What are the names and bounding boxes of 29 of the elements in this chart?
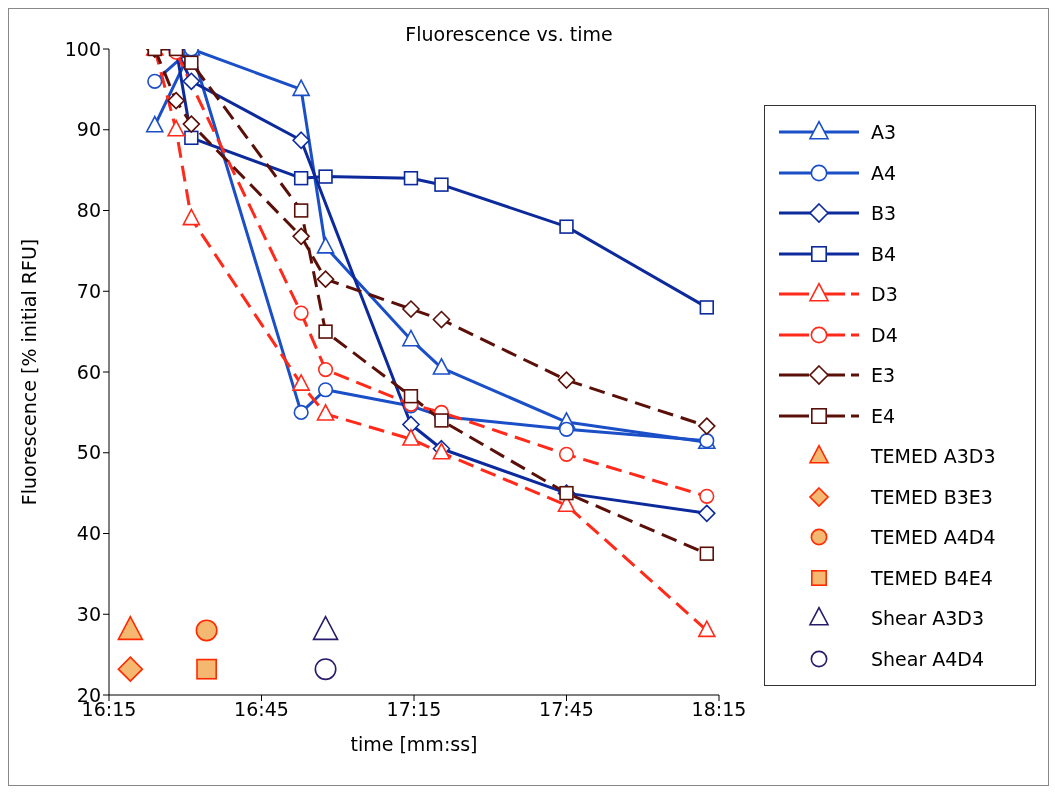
legend-label: B3 <box>871 202 897 225</box>
y-tick-label: 70 <box>76 279 101 302</box>
legend-label: TEMED A3D3 <box>871 445 996 468</box>
y-tick-label: 80 <box>76 199 101 222</box>
x-tick-label: 16:45 <box>234 698 289 721</box>
y-tick-label: 30 <box>76 602 101 625</box>
x-tick-label: 17:45 <box>539 698 594 721</box>
legend-label: TEMED B4E4 <box>871 566 993 589</box>
y-axis-title: Fluorescence [% initial RFU] <box>17 238 40 506</box>
y-tick-label: 50 <box>76 441 101 464</box>
legend-label: Shear A3D3 <box>871 607 985 630</box>
x-tick-label: 17:15 <box>386 698 442 721</box>
legend-label: TEMED A4D4 <box>871 526 996 549</box>
chart-title: Fluorescence vs. time <box>405 23 613 45</box>
x-tick-label: 18:15 <box>691 698 747 721</box>
y-tick-label: 60 <box>76 360 101 383</box>
legend-label: A3 <box>871 121 897 144</box>
legend-label: A4 <box>871 161 897 184</box>
legend-label: TEMED B3E3 <box>871 485 993 508</box>
legend-label: D4 <box>871 323 898 346</box>
y-tick-label: 90 <box>76 118 101 141</box>
legend-label: E4 <box>871 404 896 427</box>
legend-label: E3 <box>871 364 896 387</box>
legend-label: D3 <box>871 283 898 306</box>
y-tick-label: 40 <box>76 522 101 545</box>
legend-label: B4 <box>871 242 897 265</box>
y-tick-label: 100 <box>64 37 101 60</box>
x-axis-title: time [mm:ss] <box>350 733 478 755</box>
legend-label: Shear A4D4 <box>871 647 985 670</box>
